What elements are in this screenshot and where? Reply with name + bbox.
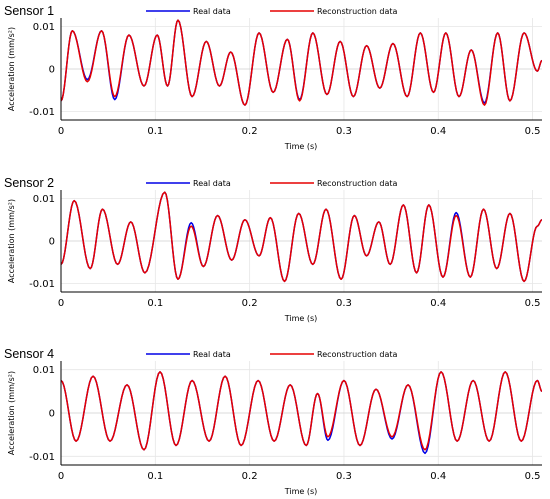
- x-tick-label: 0.4: [430, 298, 446, 309]
- y-tick-label: -0.01: [29, 279, 55, 290]
- x-tick-label: 0.3: [336, 298, 352, 309]
- y-tick-label: -0.01: [29, 107, 55, 118]
- x-tick-label: 0.1: [147, 471, 163, 482]
- y-tick-label: 0: [49, 65, 55, 76]
- x-tick-label: 0.3: [336, 471, 352, 482]
- y-axis-label: Acceleration (mm/s²): [7, 27, 16, 111]
- y-tick-label: -0.01: [29, 452, 55, 463]
- legend-label-reconstruction-data: Reconstruction data: [317, 179, 398, 188]
- series-line-reconstruction-data: [61, 371, 542, 451]
- x-axis-label: Time (s): [284, 487, 318, 496]
- series-line-reconstruction-data: [61, 191, 542, 283]
- y-tick-labels: -0.01 0 0.01: [29, 365, 55, 463]
- series-line-reconstruction-data: [61, 19, 542, 106]
- legend-label-real-data: Real data: [193, 350, 231, 359]
- panel-title: Sensor 2: [4, 176, 54, 190]
- x-tick-label: 0.1: [147, 298, 163, 309]
- x-tick-label: 0.4: [430, 126, 446, 137]
- x-tick-labels: 0 0.1 0.2 0.3 0.4 0.5: [58, 298, 541, 309]
- series-lines: [61, 371, 542, 455]
- chart-panel-sensor-1: Sensor 1 Real data Reconstruction data 0…: [4, 4, 542, 151]
- x-tick-label: 0: [58, 126, 64, 137]
- series-line-real-data: [61, 371, 542, 455]
- legend-label-real-data: Real data: [193, 179, 231, 188]
- x-tick-labels: 0 0.1 0.2 0.3 0.4 0.5: [58, 471, 541, 482]
- x-tick-label: 0.1: [147, 126, 163, 137]
- x-tick-label: 0: [58, 298, 64, 309]
- x-tick-label: 0.2: [242, 298, 258, 309]
- x-tick-label: 0.2: [242, 471, 258, 482]
- y-tick-label: 0: [49, 237, 55, 248]
- x-tick-label: 0.2: [242, 126, 258, 137]
- x-tick-label: 0.5: [525, 126, 541, 137]
- x-axis-label: Time (s): [284, 142, 318, 151]
- panel-title: Sensor 1: [4, 4, 54, 18]
- legend-label-real-data: Real data: [193, 7, 231, 16]
- chart-panel-sensor-4: Sensor 4 Real data Reconstruction data 0…: [4, 347, 542, 496]
- series-lines: [61, 191, 542, 283]
- x-tick-label: 0.5: [525, 471, 541, 482]
- x-tick-label: 0.4: [430, 471, 446, 482]
- y-tick-label: 0.01: [33, 194, 55, 205]
- y-tick-label: 0.01: [33, 22, 55, 33]
- grid: [60, 18, 542, 120]
- series-line-real-data: [61, 191, 542, 283]
- x-tick-label: 0.5: [525, 298, 541, 309]
- y-axis-label: Acceleration (mm/s²): [7, 199, 16, 283]
- x-tick-label: 0: [58, 471, 64, 482]
- y-tick-label: 0.01: [33, 365, 55, 376]
- y-axis-label: Acceleration (mm/s²): [7, 371, 16, 455]
- x-tick-label: 0.3: [336, 126, 352, 137]
- grid: [60, 361, 542, 465]
- legend-label-reconstruction-data: Reconstruction data: [317, 7, 398, 16]
- y-tick-label: 0: [49, 409, 55, 420]
- chart-panel-sensor-2: Sensor 2 Real data Reconstruction data 0…: [4, 176, 542, 323]
- x-tick-labels: 0 0.1 0.2 0.3 0.4 0.5: [58, 126, 541, 137]
- y-tick-labels: -0.01 0 0.01: [29, 22, 55, 118]
- series-lines: [61, 19, 542, 106]
- series-line-real-data: [61, 19, 542, 106]
- y-tick-labels: -0.01 0 0.01: [29, 194, 55, 290]
- legend-label-reconstruction-data: Reconstruction data: [317, 350, 398, 359]
- panel-title: Sensor 4: [4, 347, 54, 361]
- x-axis-label: Time (s): [284, 314, 318, 323]
